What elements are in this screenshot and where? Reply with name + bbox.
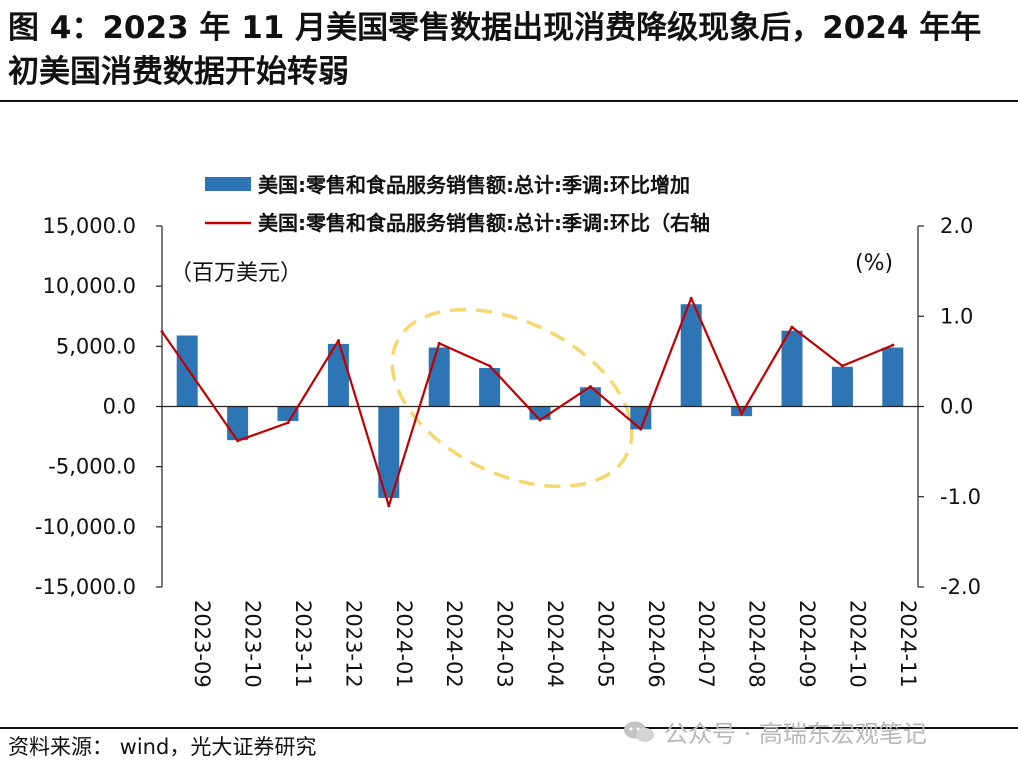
bar-2024-01 (378, 406, 400, 498)
x-label-2023-10: 2023-10 (241, 600, 265, 688)
right-tick-label: -1.0 (940, 485, 981, 509)
x-label-2024-03: 2024-03 (493, 600, 517, 688)
mom-point-2023-10 (236, 439, 240, 443)
mom-point-2023-12 (336, 339, 340, 343)
bar-2024-11 (882, 347, 904, 407)
mom-point-2024-10 (840, 364, 844, 368)
watermark: 公众号 · 高瑞东宏观笔记 (622, 714, 927, 749)
title-divider (0, 100, 1018, 102)
x-label-2024-01: 2024-01 (392, 600, 416, 688)
mom-point-2024-11 (891, 343, 895, 347)
left-tick-label: -5,000.0 (48, 455, 136, 479)
mom-point-2024-09 (790, 325, 794, 329)
mom-point-2024-04 (538, 418, 542, 422)
wechat-icon (624, 721, 654, 742)
bar-2024-10 (831, 366, 853, 407)
source-note: 资料来源： wind，光大证券研究 (8, 735, 317, 759)
left-tick-label: 10,000.0 (42, 274, 136, 298)
right-axis-unit: (%) (855, 251, 893, 276)
watermark-text: 公众号 · 高瑞东宏观笔记 (664, 720, 927, 748)
x-label-2024-06: 2024-06 (644, 600, 668, 688)
x-label-2023-09: 2023-09 (190, 600, 214, 688)
mom-point-2023-09 (160, 330, 164, 334)
left-tick-label: -15,000.0 (35, 575, 136, 599)
left-tick-label: 0.0 (103, 395, 136, 419)
bar-2024-02 (428, 347, 450, 407)
x-label-2024-02: 2024-02 (442, 600, 466, 688)
bar-2023-11 (277, 406, 299, 421)
mom-point-2024-07 (689, 296, 693, 300)
x-label-2024-09: 2024-09 (795, 600, 819, 688)
left-axis-unit: （百万美元） (170, 261, 302, 286)
figure-title: 图 4：2023 年 11 月美国零售数据出现消费降级现象后，2024 年年初美… (8, 10, 982, 90)
highlight-ellipse (390, 307, 634, 489)
x-label-2024-11: 2024-11 (896, 600, 920, 688)
legend-line-label: 美国:零售和食品服务销售额:总计:季调:环比（右轴 (258, 211, 710, 235)
bar-2024-05 (579, 387, 601, 407)
left-tick-label: 15,000.0 (42, 214, 136, 238)
bar-2023-09 (176, 335, 198, 407)
right-tick-label: -2.0 (940, 575, 981, 599)
x-label-2024-05: 2024-05 (593, 600, 617, 688)
mom-point-2024-06 (639, 427, 643, 431)
x-label-2023-11: 2023-11 (291, 600, 315, 688)
mom-point-2024-05 (588, 385, 592, 389)
left-tick-label: -10,000.0 (35, 515, 136, 539)
right-tick-label: 1.0 (940, 304, 973, 328)
mom-point-2023-11 (286, 421, 290, 425)
bar-2023-10 (227, 406, 249, 441)
mom-point-2024-02 (437, 341, 441, 345)
x-label-2024-10: 2024-10 (845, 600, 869, 688)
bar-2024-09 (781, 330, 803, 407)
footer-divider (0, 727, 1018, 729)
mom-point-2024-03 (488, 364, 492, 368)
x-label-2023-12: 2023-12 (341, 600, 365, 688)
right-tick-label: 0.0 (940, 395, 973, 419)
bar-2024-07 (680, 304, 702, 407)
mom-point-2024-01 (387, 504, 391, 508)
x-label-2024-04: 2024-04 (543, 600, 567, 688)
legend-bar-label: 美国:零售和食品服务销售额:总计:季调:环比增加 (258, 173, 690, 197)
mom-point-2024-08 (740, 412, 744, 416)
right-tick-label: 2.0 (940, 214, 973, 238)
bar-2024-03 (479, 367, 501, 407)
legend-bar-swatch (205, 177, 251, 191)
left-tick-label: 5,000.0 (56, 334, 136, 358)
x-label-2024-07: 2024-07 (694, 600, 718, 688)
x-label-2024-08: 2024-08 (745, 600, 769, 688)
